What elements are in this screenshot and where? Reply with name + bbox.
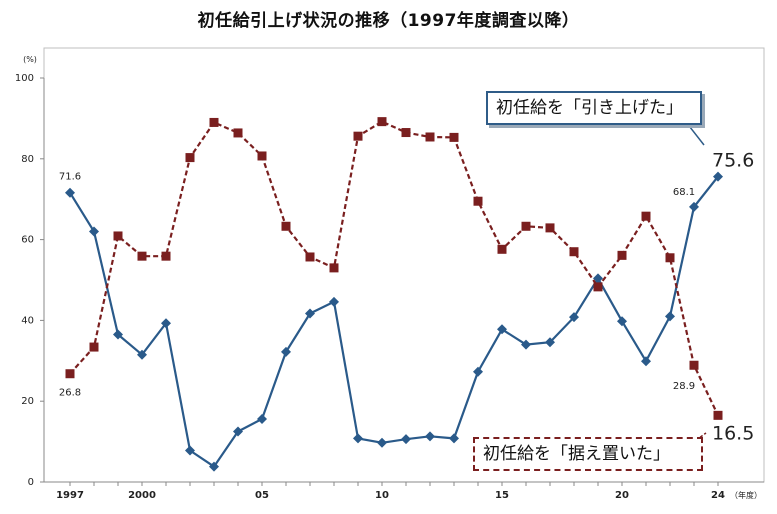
y-axis-label: (%) <box>23 55 37 64</box>
y-tick-label: 0 <box>28 477 34 488</box>
data-point-raise <box>617 316 627 327</box>
data-point-freeze <box>545 223 555 233</box>
data-point-raise <box>377 437 387 448</box>
y-tick-label: 40 <box>21 315 34 326</box>
data-point-raise <box>713 171 723 182</box>
data-point-freeze <box>665 253 675 263</box>
data-label: 16.5 <box>712 422 754 444</box>
data-point-raise <box>329 296 339 307</box>
data-point-raise <box>353 433 363 444</box>
data-point-freeze <box>305 252 315 262</box>
data-point-raise <box>257 413 267 424</box>
callout-pointer-raised <box>685 121 705 146</box>
y-tick-label: 100 <box>15 73 34 84</box>
x-tick-label: 1997 <box>56 490 84 501</box>
data-point-freeze <box>353 131 363 141</box>
data-point-raise <box>521 339 531 350</box>
data-label: 71.6 <box>59 172 81 183</box>
data-point-freeze <box>593 282 603 292</box>
callout-frozen: 初任給を「据え置いた」 <box>473 437 703 471</box>
data-point-freeze <box>185 153 195 163</box>
data-point-raise <box>473 366 483 377</box>
data-point-freeze <box>233 128 243 138</box>
data-label: 75.6 <box>712 150 754 172</box>
data-point-raise <box>161 318 171 329</box>
data-point-raise <box>233 426 243 437</box>
data-point-raise <box>593 273 603 284</box>
data-point-freeze <box>113 231 123 241</box>
data-point-freeze <box>281 221 291 231</box>
data-point-freeze <box>161 251 171 261</box>
chart-title: 初任給引上げ状況の推移（1997年度調査以降） <box>197 11 580 31</box>
data-point-freeze <box>377 117 387 127</box>
series-layer <box>65 117 723 472</box>
axes: 0 20 40 60 80 100 (%) 1997 2000 05 10 15 20 24 （年度） <box>15 55 764 501</box>
data-point-freeze <box>569 247 579 257</box>
data-point-raise <box>113 329 123 340</box>
y-tick-label: 60 <box>21 235 34 246</box>
series-line-0 <box>69 175 719 469</box>
data-point-raise <box>305 308 315 319</box>
data-point-raise <box>689 201 699 212</box>
data-point-freeze <box>449 132 459 142</box>
x-tick-label: 20 <box>615 490 629 501</box>
x-tick-label: 10 <box>375 490 389 501</box>
x-tick-label: 24 <box>711 490 725 501</box>
data-point-freeze <box>689 360 699 370</box>
data-point-freeze <box>641 211 651 221</box>
y-tick-label: 20 <box>21 396 34 407</box>
data-point-raise <box>545 337 555 348</box>
x-tick-label: 2000 <box>128 490 156 501</box>
data-point-raise <box>281 346 291 357</box>
series-line-1 <box>69 120 719 416</box>
data-point-raise <box>137 349 147 360</box>
data-point-freeze <box>257 151 267 161</box>
data-point-raise <box>569 312 579 323</box>
data-point-raise <box>641 356 651 367</box>
data-point-raise <box>497 324 507 335</box>
data-point-freeze <box>137 251 147 261</box>
x-tick-label: 15 <box>495 490 509 501</box>
data-point-freeze <box>65 369 75 379</box>
y-tick-label: 80 <box>21 154 34 165</box>
data-point-freeze <box>425 132 435 142</box>
data-point-freeze <box>89 342 99 352</box>
data-point-raise <box>425 431 435 442</box>
labels-layer: 71.6 68.1 75.6 26.8 28.9 16.5 <box>59 121 754 447</box>
data-point-raise <box>185 445 195 456</box>
x-tick-label: 05 <box>255 490 269 501</box>
data-point-freeze <box>713 410 723 420</box>
data-point-freeze <box>401 128 411 138</box>
data-point-raise <box>209 461 219 472</box>
data-label: 28.9 <box>673 381 695 392</box>
data-label: 68.1 <box>673 187 695 198</box>
data-point-freeze <box>209 117 219 127</box>
data-point-freeze <box>521 221 531 231</box>
x-axis-label: （年度） <box>730 490 762 500</box>
callout-raised: 初任給を「引き上げた」 <box>486 91 702 125</box>
data-point-freeze <box>617 250 627 260</box>
data-point-freeze <box>497 244 507 254</box>
data-point-raise <box>401 434 411 445</box>
data-point-freeze <box>329 263 339 273</box>
data-point-raise <box>65 187 75 198</box>
data-point-raise <box>89 226 99 237</box>
data-point-raise <box>449 433 459 444</box>
data-label: 26.8 <box>59 388 81 399</box>
data-point-raise <box>665 311 675 322</box>
data-point-freeze <box>473 196 483 206</box>
